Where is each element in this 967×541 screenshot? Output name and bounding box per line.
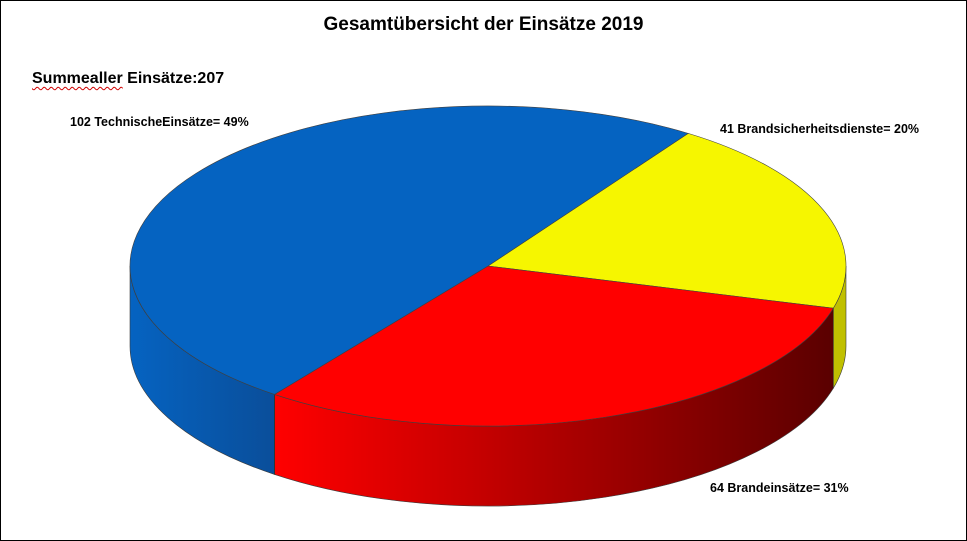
chart-title: Gesamtübersicht der Einsätze 2019	[323, 14, 644, 35]
slice-label-1: 41 Brandsicherheitsdienste= 20%	[720, 122, 919, 136]
summary-total: 207	[197, 70, 225, 87]
pie-slices	[129, 105, 847, 427]
slice-3	[129, 105, 689, 395]
summary-label-rest: Einsätze:	[127, 70, 198, 87]
total-summary: Summealler Einsätze:207	[32, 70, 224, 88]
slice-label-3: 102 TechnischeEinsätze= 49%	[70, 115, 249, 129]
slice-2	[273, 265, 834, 427]
slice-labels: 41 Brandsicherheitsdienste= 20% 64 Brande…	[70, 115, 919, 495]
slice-1	[487, 133, 847, 309]
summary-label-main: Summealler	[32, 70, 123, 87]
slice-label-2: 64 Brandeinsätze= 31%	[710, 481, 849, 495]
